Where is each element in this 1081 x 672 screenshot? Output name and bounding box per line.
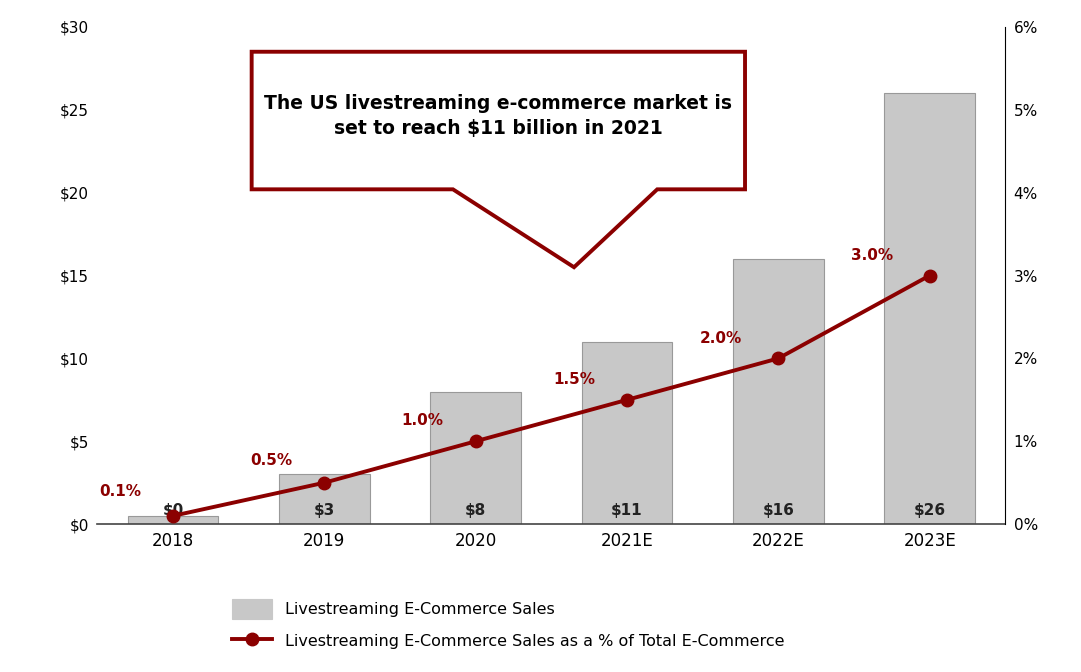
Text: The US livestreaming e-commerce market is
set to reach $11 billion in 2021: The US livestreaming e-commerce market i… (265, 93, 732, 138)
Text: $3: $3 (313, 503, 335, 518)
Text: $26: $26 (913, 503, 946, 518)
Bar (430, 392, 521, 524)
FancyBboxPatch shape (252, 52, 745, 190)
Bar (128, 516, 218, 524)
Bar (582, 342, 672, 524)
Bar (279, 474, 370, 524)
Text: 3.0%: 3.0% (851, 248, 893, 263)
Text: 2.0%: 2.0% (699, 331, 742, 346)
Bar (884, 93, 975, 524)
Text: 0.1%: 0.1% (99, 485, 141, 499)
Text: $8: $8 (465, 503, 486, 518)
Legend: Livestreaming E-Commerce Sales, Livestreaming E-Commerce Sales as a % of Total E: Livestreaming E-Commerce Sales, Livestre… (226, 593, 790, 657)
Text: 1.0%: 1.0% (402, 413, 443, 428)
Text: 0.5%: 0.5% (251, 453, 292, 468)
Text: $11: $11 (611, 503, 643, 518)
Text: $0: $0 (162, 503, 184, 518)
Polygon shape (252, 52, 745, 267)
Bar (733, 259, 824, 524)
Text: 1.5%: 1.5% (553, 372, 595, 386)
Text: $16: $16 (762, 503, 795, 518)
